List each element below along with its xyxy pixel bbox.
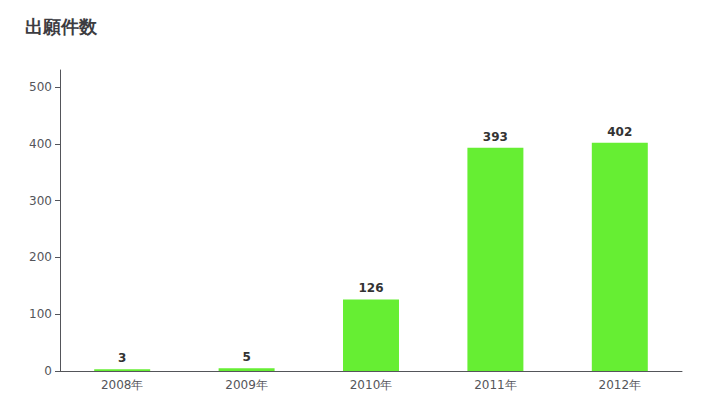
svg-text:126: 126 [358,281,383,295]
svg-text:出願件数: 出願件数 [25,16,98,37]
svg-text:393: 393 [483,130,508,144]
svg-text:5: 5 [242,350,250,364]
svg-text:300: 300 [29,194,52,208]
svg-text:2012年: 2012年 [599,378,642,392]
svg-text:2009年: 2009年 [225,378,268,392]
svg-text:2011年: 2011年 [474,378,517,392]
svg-text:2008年: 2008年 [101,378,144,392]
svg-text:402: 402 [607,125,632,139]
svg-text:500: 500 [29,80,52,94]
svg-text:400: 400 [29,137,52,151]
svg-text:200: 200 [29,250,52,264]
svg-text:3: 3 [118,351,126,365]
svg-text:0: 0 [44,364,52,378]
svg-text:2010年: 2010年 [350,378,393,392]
svg-text:100: 100 [29,307,52,321]
